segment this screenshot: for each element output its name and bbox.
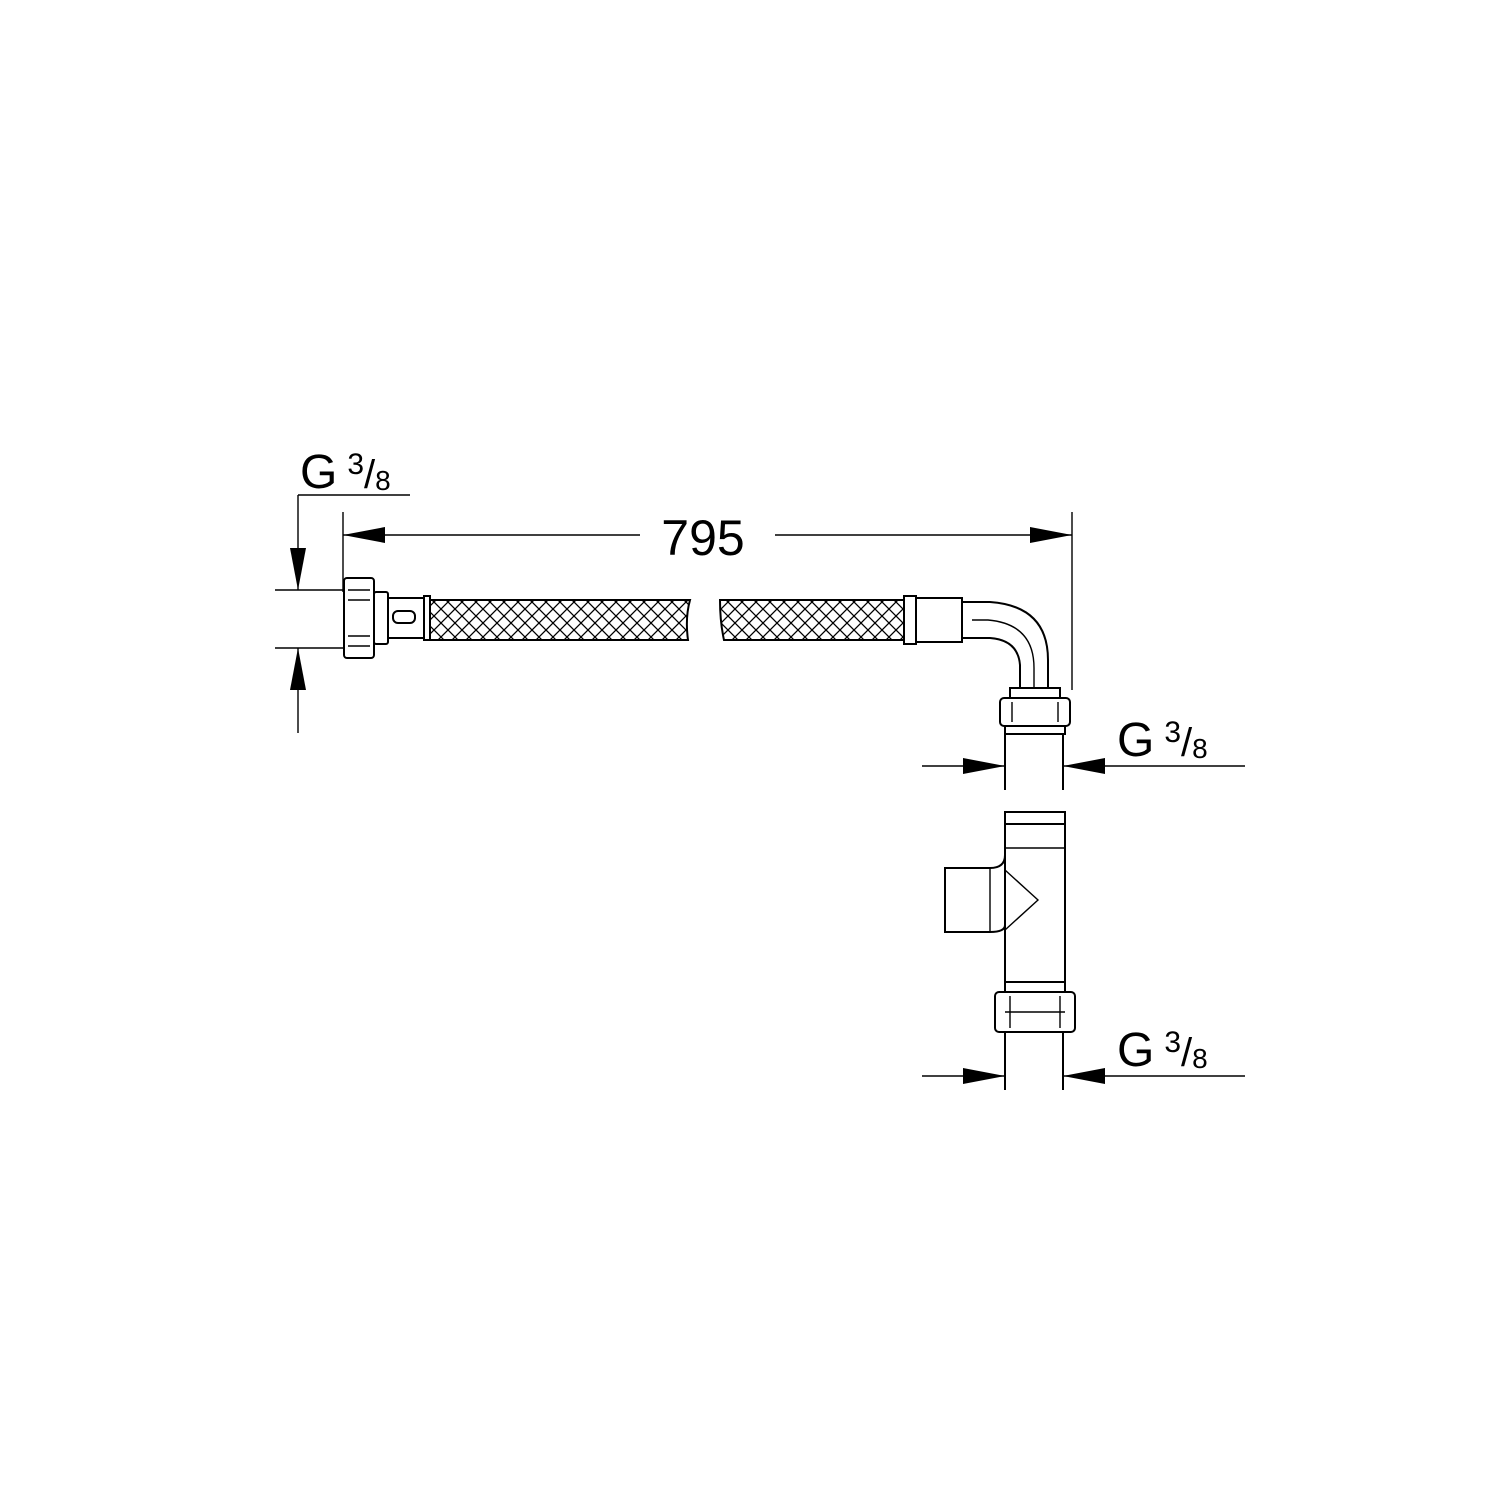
tee-thread-dimension: G 3/8 xyxy=(922,1024,1245,1084)
left-thread-dimension: G 3/8 xyxy=(275,446,410,733)
elbow-fitting xyxy=(903,595,1071,790)
length-dimension: 795 xyxy=(342,510,1073,690)
tee-connector xyxy=(944,811,1076,1090)
braided-hose xyxy=(429,599,905,641)
left-hose-fitting xyxy=(343,577,431,659)
thread-label-tee: G 3/8 xyxy=(1117,1024,1208,1077)
length-label: 795 xyxy=(661,510,744,566)
thread-label-elbow: G 3/8 xyxy=(1117,714,1208,767)
thread-label-left: G 3/8 xyxy=(300,446,391,499)
elbow-thread-dimension: G 3/8 xyxy=(922,714,1245,774)
